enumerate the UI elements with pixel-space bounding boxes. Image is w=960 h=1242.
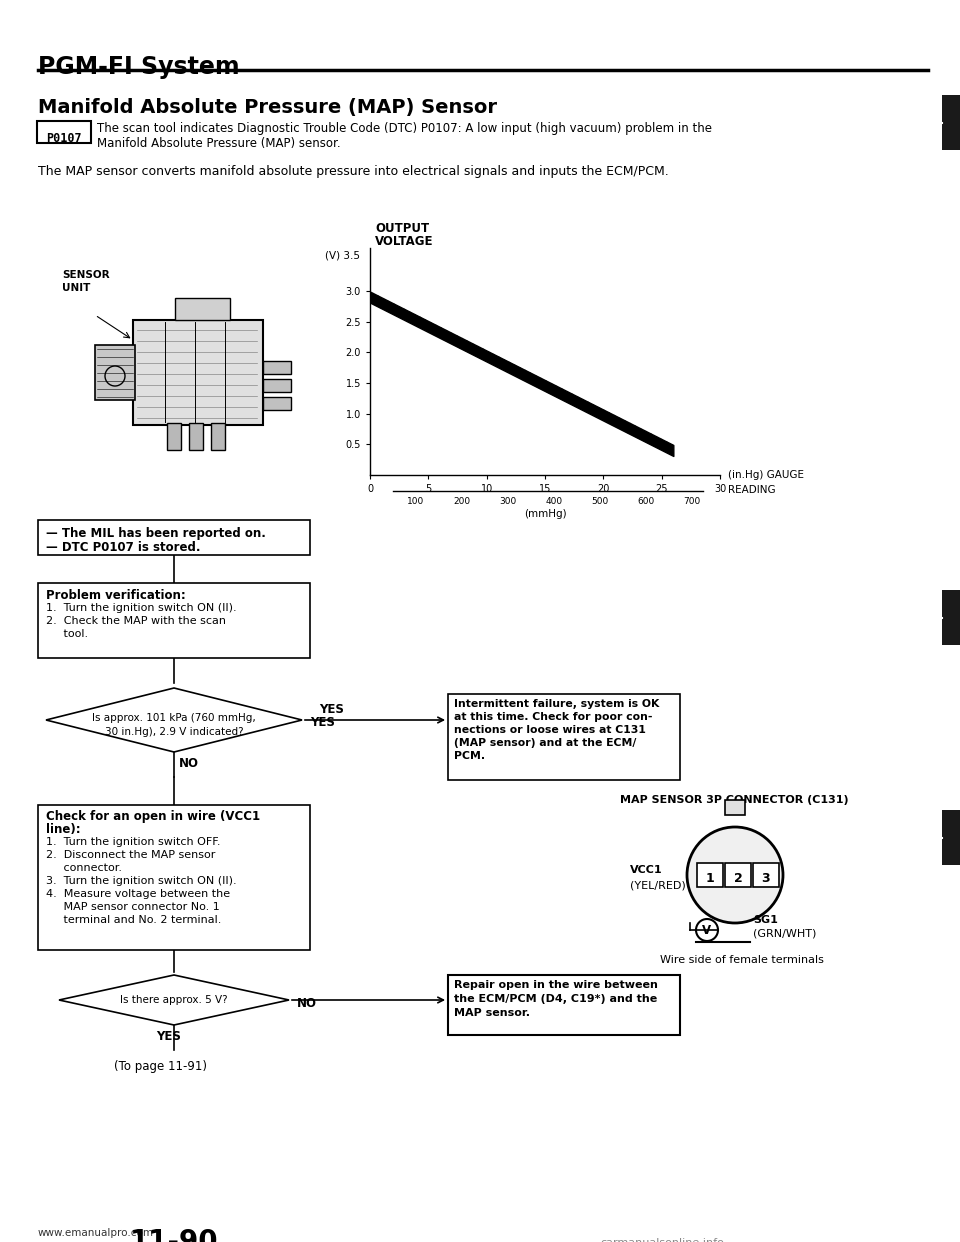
Bar	[38, 805, 310, 950]
Text: 3: 3	[761, 872, 770, 884]
Text: UNIT: UNIT	[62, 283, 90, 293]
Polygon shape	[59, 975, 289, 1025]
Text: 600: 600	[636, 497, 654, 505]
Text: — The MIL has been reported on.: — The MIL has been reported on.	[46, 527, 266, 540]
Bar	[942, 590, 960, 645]
Text: 2.  Check the MAP with the scan: 2. Check the MAP with the scan	[46, 616, 226, 626]
Bar	[167, 424, 181, 450]
Text: (GRN/WHT): (GRN/WHT)	[753, 928, 816, 938]
Text: (V) 3.5: (V) 3.5	[325, 250, 360, 260]
Text: NO: NO	[297, 997, 317, 1010]
Bar	[175, 298, 230, 320]
Text: P0107: P0107	[46, 132, 82, 145]
Text: Repair open in the wire between: Repair open in the wire between	[454, 980, 658, 990]
Bar	[448, 975, 680, 1035]
Text: 30 in.Hg), 2.9 V indicated?: 30 in.Hg), 2.9 V indicated?	[105, 727, 243, 737]
Text: 300: 300	[499, 497, 516, 505]
Bar	[38, 582, 310, 658]
Text: OUTPUT: OUTPUT	[375, 222, 429, 235]
Text: The MAP sensor converts manifold absolute pressure into electrical signals and i: The MAP sensor converts manifold absolut…	[38, 165, 669, 178]
Text: SENSOR: SENSOR	[62, 270, 109, 279]
Text: MAP SENSOR 3P CONNECTOR (C131): MAP SENSOR 3P CONNECTOR (C131)	[620, 795, 849, 805]
Text: VOLTAGE: VOLTAGE	[375, 235, 434, 248]
Text: SG1: SG1	[753, 915, 778, 925]
Text: nections or loose wires at C131: nections or loose wires at C131	[454, 725, 646, 735]
Bar	[38, 520, 310, 555]
Text: 3.  Turn the ignition switch ON (II).: 3. Turn the ignition switch ON (II).	[46, 876, 236, 886]
Text: at this time. Check for poor con-: at this time. Check for poor con-	[454, 712, 653, 722]
Text: PGM-FI System: PGM-FI System	[38, 55, 240, 79]
Bar	[942, 810, 960, 864]
Text: YES: YES	[320, 703, 345, 715]
Text: MAP sensor connector No. 1: MAP sensor connector No. 1	[46, 902, 220, 912]
Bar	[942, 94, 960, 150]
Bar	[448, 694, 680, 780]
Text: V: V	[703, 924, 711, 936]
Text: MAP sensor.: MAP sensor.	[454, 1009, 530, 1018]
Text: Wire side of female terminals: Wire side of female terminals	[660, 955, 824, 965]
Text: YES: YES	[156, 1030, 180, 1043]
Text: (YEL/RED): (YEL/RED)	[630, 881, 685, 891]
Text: Manifold Absolute Pressure (MAP) Sensor: Manifold Absolute Pressure (MAP) Sensor	[38, 98, 497, 117]
Bar	[725, 800, 745, 815]
Text: terminal and No. 2 terminal.: terminal and No. 2 terminal.	[46, 915, 222, 925]
Text: 4.  Measure voltage between the: 4. Measure voltage between the	[46, 889, 230, 899]
Text: Intermittent failure, system is OK: Intermittent failure, system is OK	[454, 699, 660, 709]
Bar	[95, 345, 135, 400]
Text: Manifold Absolute Pressure (MAP) sensor.: Manifold Absolute Pressure (MAP) sensor.	[97, 137, 341, 150]
Bar	[133, 320, 263, 425]
Text: 400: 400	[545, 497, 563, 505]
Text: (in.Hg) GAUGE: (in.Hg) GAUGE	[728, 469, 804, 479]
Text: 200: 200	[453, 497, 470, 505]
Text: Problem verification:: Problem verification:	[46, 589, 185, 602]
Text: line):: line):	[46, 823, 81, 836]
Text: Is approx. 101 kPa (760 mmHg,: Is approx. 101 kPa (760 mmHg,	[92, 713, 256, 723]
Bar	[725, 863, 751, 887]
Text: 100: 100	[407, 497, 424, 505]
Text: 11-90: 11-90	[130, 1228, 219, 1242]
Text: The scan tool indicates Diagnostic Trouble Code (DTC) P0107: A low input (high v: The scan tool indicates Diagnostic Troub…	[97, 122, 712, 135]
Text: 1.  Turn the ignition switch ON (II).: 1. Turn the ignition switch ON (II).	[46, 604, 236, 614]
Text: NO: NO	[179, 758, 199, 770]
Bar	[211, 424, 225, 450]
Text: 2.  Disconnect the MAP sensor: 2. Disconnect the MAP sensor	[46, 850, 215, 859]
Text: tool.: tool.	[46, 628, 88, 638]
Bar	[189, 424, 203, 450]
Text: (mmHg): (mmHg)	[524, 509, 566, 519]
Text: PCM.: PCM.	[454, 751, 485, 761]
Bar	[263, 361, 291, 374]
Bar	[753, 863, 779, 887]
Text: carmanualsonline.info: carmanualsonline.info	[600, 1238, 724, 1242]
Text: VCC1: VCC1	[630, 864, 662, 876]
Bar	[263, 397, 291, 410]
Text: (To page 11-91): (To page 11-91)	[114, 1059, 207, 1073]
Text: 1: 1	[706, 872, 714, 884]
Text: 500: 500	[591, 497, 609, 505]
Circle shape	[687, 827, 783, 923]
Bar	[697, 863, 723, 887]
Text: 700: 700	[683, 497, 700, 505]
Text: 2: 2	[733, 872, 742, 884]
Text: the ECM/PCM (D4, C19*) and the: the ECM/PCM (D4, C19*) and the	[454, 994, 658, 1004]
Text: 1.  Turn the ignition switch OFF.: 1. Turn the ignition switch OFF.	[46, 837, 221, 847]
Text: (MAP sensor) and at the ECM/: (MAP sensor) and at the ECM/	[454, 738, 636, 748]
Text: www.emanualpro.com: www.emanualpro.com	[38, 1228, 154, 1238]
Text: — DTC P0107 is stored.: — DTC P0107 is stored.	[46, 542, 201, 554]
Polygon shape	[46, 688, 302, 751]
Text: READING: READING	[728, 484, 776, 496]
Text: YES: YES	[310, 715, 335, 729]
Text: Is there approx. 5 V?: Is there approx. 5 V?	[120, 995, 228, 1005]
FancyBboxPatch shape	[37, 120, 91, 143]
Text: connector.: connector.	[46, 863, 122, 873]
Bar	[263, 379, 291, 392]
Text: Check for an open in wire (VCC1: Check for an open in wire (VCC1	[46, 810, 260, 823]
